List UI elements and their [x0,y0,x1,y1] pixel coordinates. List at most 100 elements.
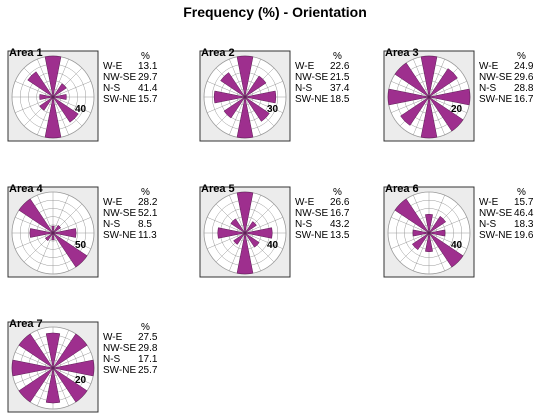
frequency-value: 29.6 [514,72,534,83]
rose-petal-w-e-a [244,227,273,239]
frequency-value: 52.1 [138,208,158,219]
rose-grid-spoke [244,59,261,98]
rose-petal-n-s-b [51,232,55,241]
rose-grid-spoke [413,195,430,234]
rose-petal-sw-ne-a [428,68,458,98]
unit-label: % [141,187,150,198]
rose-grid-spoke [207,232,246,249]
rose-petal-nw-se-a [52,367,88,403]
rose-grid-spoke [244,96,283,113]
rose-grid-spoke [428,59,445,98]
area-label: Area 3 [385,47,419,59]
direction-label: SW-NE [103,230,136,241]
rose-petal-n-s-a [425,213,433,234]
rose-petal-sw-ne-a [428,215,447,234]
area-panel-4: 50 Area 4 % W-E 28.2NW-SE 52.1 N-S 8.5SW-NE 11.3 [7,183,158,278]
rose-petal-nw-se-a [428,96,464,132]
rose-grid-spoke [413,96,430,135]
frequency-value: 29.7 [138,72,158,83]
rose-petal-sw-ne-a [244,75,267,98]
rose-grid-spoke [244,232,283,249]
rose-grid-spoke [52,232,69,271]
unit-label: % [333,187,342,198]
frequency-value: 8.5 [138,219,152,230]
direction-label: W-E [103,61,123,72]
unit-label: % [141,322,150,333]
rose-grid-spoke [244,232,261,271]
rose-grid-spoke [37,59,54,98]
rose-petal-w-e-a [52,94,67,100]
scale-label: 40 [75,104,87,115]
rose-petal-sw-ne-b [44,232,54,242]
area-label: Area 4 [9,183,44,195]
direction-label: SW-NE [295,230,328,241]
rose-grid-spoke [413,232,430,271]
direction-label: NW-SE [295,208,328,219]
direction-label: W-E [479,197,499,208]
rose-grid-spoke [52,232,91,249]
rose-grid-spoke [15,232,54,249]
rose-grid-spoke [52,217,91,234]
area-panel-7: 20 Area 7 % W-E 27.5NW-SE 29.8 N-S 17.1SW-NE 25.… [7,318,158,413]
rose-petal-w-e-b [387,88,430,106]
rose-grid-spoke [428,195,445,234]
rose-petal-nw-se-b [18,198,54,234]
rose-grid-spoke [428,232,445,271]
area-label: Area 7 [9,318,43,330]
scale-label: 30 [267,104,279,115]
rose-petal-sw-ne-b [233,232,246,245]
rose-grid-spoke [37,195,54,234]
rose-grid-spoke [37,330,54,369]
direction-label: SW-NE [103,94,136,105]
rose-grid-spoke [52,195,69,234]
frequency-value: 28.8 [514,83,534,94]
rose-petal-sw-ne-a [52,83,67,98]
rose-petal-w-e-b [412,229,430,237]
rose-petal-w-e-a [428,229,446,237]
rose-petal-nw-se-a [244,96,270,122]
rose-petal-n-s-a [236,191,254,234]
scale-label: 50 [75,240,87,251]
rose-grid-spoke [15,367,54,384]
rose-petal-sw-ne-b [39,96,54,111]
rose-grid-spoke [413,59,430,98]
rose-grid-spoke [52,367,91,384]
rose-grid-spoke [52,96,69,135]
rose-grid-spoke [428,96,467,113]
direction-label: W-E [295,197,315,208]
rose-grid-spoke [391,232,430,249]
rose-petal-n-s-b [45,367,61,404]
rose-petal-sw-ne-a [244,221,257,234]
frequency-value: 24.9 [514,61,534,72]
area-panel-6: 40 Area 6 % W-E 15.7NW-SE 46.4 N-S 18.3SW-NE 19.… [383,183,534,278]
direction-label: NW-SE [103,343,136,354]
rose-grid-spoke [229,232,246,271]
rose-petal-n-s-a [236,55,254,98]
rose-grid-spoke [52,367,69,406]
rose-grid-spoke [391,81,430,98]
frequency-value: 13.1 [138,61,158,72]
rose-petal-sw-ne-b [223,96,246,119]
frequency-value: 18.3 [514,219,534,230]
frequency-value: 16.7 [514,94,534,105]
rose-petal-n-s-b [236,96,254,139]
rose-petal-nw-se-b [230,218,246,234]
frequency-value: 29.8 [138,343,158,354]
rose-grid-spoke [428,96,445,135]
frequency-value: 43.2 [330,219,350,230]
area-label: Area 6 [385,183,419,195]
rose-petal-w-e-a [52,228,77,238]
area-panel-5: 40 Area 5 % W-E 26.6NW-SE 16.7 N-S 43.2SW-NE 13.… [199,183,350,278]
area-label: Area 2 [201,47,235,59]
unit-label: % [333,51,342,62]
direction-label: N-S [479,219,497,230]
rose-grid-spoke [15,81,54,98]
rose-petal-nw-se-b [27,71,54,98]
rose-petal-nw-se-b [220,72,246,98]
rose-grid-spoke [207,96,246,113]
rose-petal-nw-se-b [18,333,54,369]
rose-grid-spoke [52,96,91,113]
direction-label: N-S [295,219,313,230]
area-label: Area 1 [9,47,43,59]
rose-petal-n-s-b [44,96,62,139]
